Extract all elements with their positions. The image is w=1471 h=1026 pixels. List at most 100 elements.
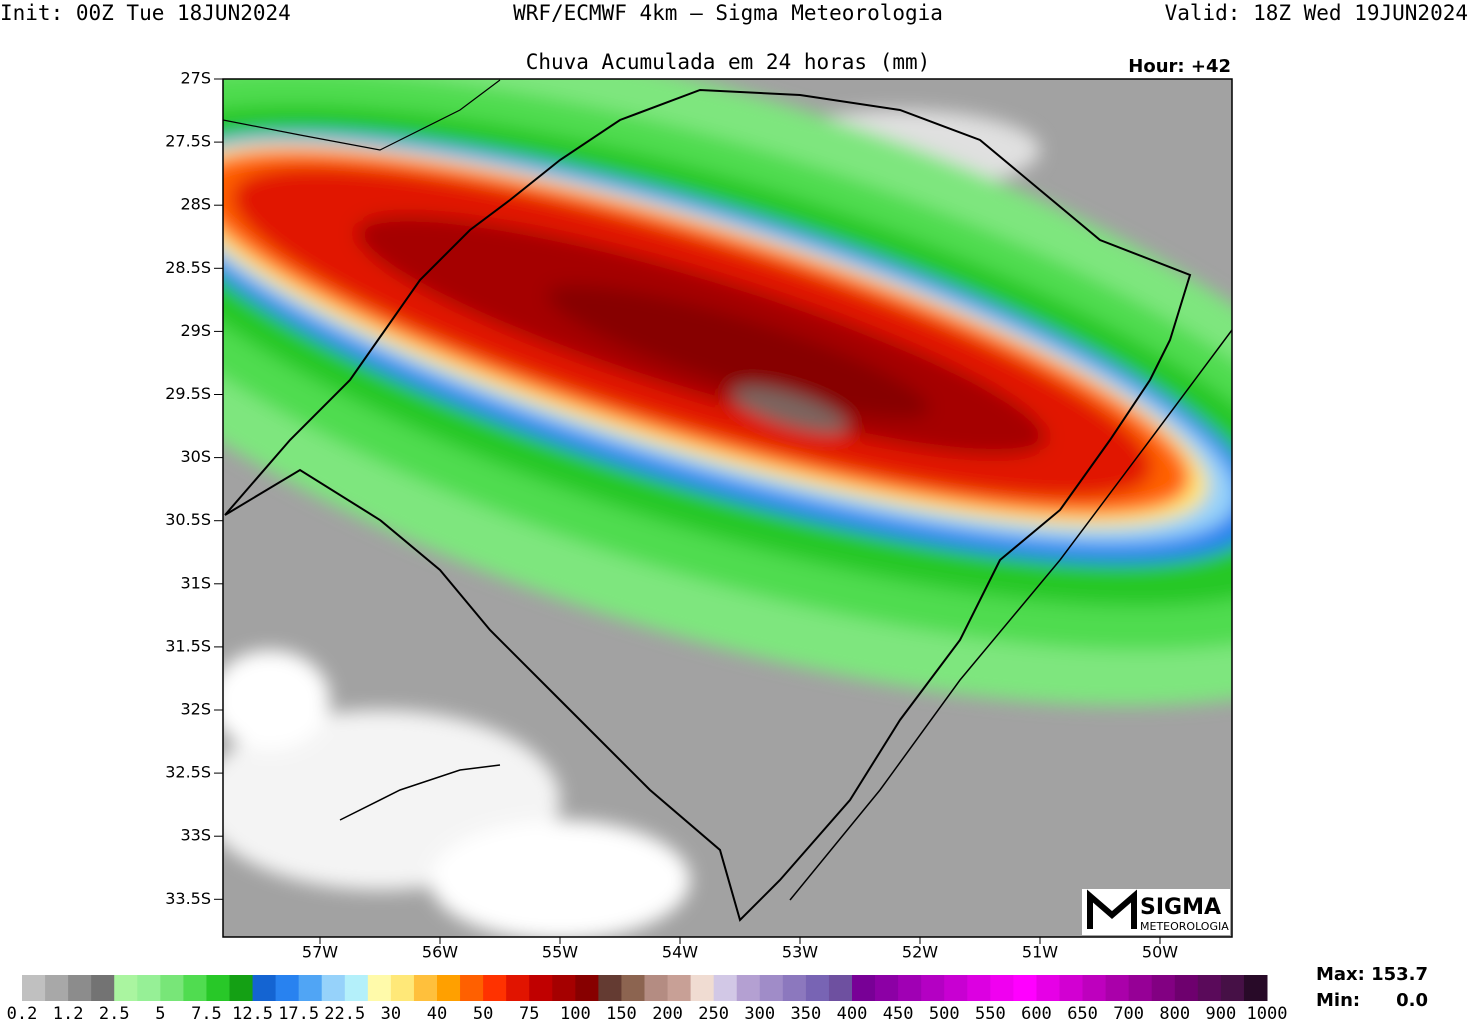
colorbar-label: 200: [652, 1004, 683, 1022]
lon-label: 53W: [782, 943, 818, 962]
colorbar-swatch: [229, 975, 254, 1001]
colorbar-swatch: [713, 975, 738, 1001]
colorbar-swatch: [68, 975, 92, 1001]
colorbar-swatch: [321, 975, 346, 1001]
init-time: Init: 00Z Tue 18JUN2024: [0, 1, 291, 25]
colorbar-swatch: [644, 975, 669, 1001]
colorbar-label: 150: [606, 1004, 637, 1022]
colorbar-swatch: [898, 975, 922, 1001]
colorbar-swatch: [736, 975, 761, 1001]
lat-label: 33.5S: [165, 889, 211, 908]
lon-label: 51W: [1022, 943, 1058, 962]
colorbar-swatch: [1105, 975, 1130, 1001]
colorbar-label: 5: [155, 1004, 165, 1022]
lat-label: 32S: [180, 700, 211, 719]
colorbar-swatch: [114, 975, 138, 1001]
colorbar-swatch: [1220, 975, 1245, 1001]
colorbar-swatch: [759, 975, 784, 1001]
colorbar-swatch: [1059, 975, 1084, 1001]
colorbar-swatch: [782, 975, 807, 1001]
lon-label: 54W: [662, 943, 698, 962]
colorbar-label: 600: [1021, 1004, 1052, 1022]
colorbar-swatch: [206, 975, 230, 1001]
colorbar-swatch: [1036, 975, 1060, 1001]
colorbar-swatch: [967, 975, 991, 1001]
colorbar-label: 40: [427, 1004, 447, 1022]
colorbar-swatch: [1197, 975, 1222, 1001]
logo-name: SIGMA: [1140, 895, 1221, 920]
colorbar-swatch: [1243, 975, 1268, 1001]
colorbar-swatch: [1151, 975, 1176, 1001]
colorbar-swatch: [275, 975, 300, 1001]
colorbar-swatch: [805, 975, 830, 1001]
lat-label: 30.5S: [165, 510, 211, 529]
colorbar-swatch: [460, 975, 484, 1001]
colorbar-label: 0.2: [7, 1004, 38, 1022]
colorbar-swatch: [667, 975, 692, 1001]
lat-label: 28S: [180, 195, 211, 214]
colorbar-swatch: [552, 975, 576, 1001]
colorbar-swatch: [45, 975, 69, 1001]
lon-label: 57W: [302, 943, 338, 962]
colorbar-swatch: [437, 975, 461, 1001]
colorbar-swatch: [598, 975, 622, 1001]
colorbar-label: 800: [1159, 1004, 1190, 1022]
lat-label: 32.5S: [165, 763, 211, 782]
lat-label: 31.5S: [165, 636, 211, 655]
colorbar-swatch: [506, 975, 530, 1001]
colorbar-label: 1000: [1247, 1004, 1288, 1022]
colorbar-label: 500: [929, 1004, 960, 1022]
lat-label: 27.5S: [165, 132, 211, 151]
colorbar-swatch: [875, 975, 899, 1001]
colorbar-label: 75: [519, 1004, 539, 1022]
lat-label: 29.5S: [165, 384, 211, 403]
colorbar-swatch: [1082, 975, 1107, 1001]
colorbar-label: 22.5: [324, 1004, 365, 1022]
colorbar-swatch: [252, 975, 277, 1001]
colorbar-label: 450: [883, 1004, 914, 1022]
axis-labels: 27S 27.5S 28S 28.5S 29S 29.5S 30S 30.5S 31S 31.5S…: [165, 69, 1178, 962]
lat-label: 28.5S: [165, 258, 211, 277]
map-frame: [222, 78, 1233, 938]
colorbar-label: 12.5: [232, 1004, 273, 1022]
max-value: 153.7: [1371, 964, 1428, 985]
colorbar-swatch: [1174, 975, 1199, 1001]
colorbar-label: 650: [1067, 1004, 1098, 1022]
lat-label: 29S: [180, 321, 211, 340]
colorbar-label: 400: [837, 1004, 868, 1022]
map-title: Chuva Acumulada em 24 horas (mm): [526, 50, 931, 74]
lat-label: 31S: [180, 573, 211, 592]
colorbar-label: 700: [1113, 1004, 1144, 1022]
colorbar-label: 100: [560, 1004, 591, 1022]
lon-label: 50W: [1142, 943, 1178, 962]
colorbar-swatch: [413, 975, 438, 1001]
max-label: Max:: [1316, 964, 1365, 985]
min-label: Min:: [1316, 990, 1360, 1011]
colorbar: 0.2 1.2 2.5 5 7.5 12.5 17.5 22.5 30 40 50 75 100 150 2…: [7, 975, 1288, 1024]
colorbar-swatch: [183, 975, 207, 1001]
colorbar-swatch: [91, 975, 115, 1001]
colorbar-swatch: [367, 975, 392, 1001]
colorbar-swatch: [690, 975, 715, 1001]
min-value: 0.0: [1396, 990, 1428, 1011]
colorbar-label: 50: [473, 1004, 493, 1022]
colorbar-label: 900: [1206, 1004, 1237, 1022]
lat-label: 27S: [180, 69, 211, 88]
colorbar-swatch: [390, 975, 415, 1001]
colorbar-swatch: [529, 975, 553, 1001]
colorbar-swatch: [990, 975, 1014, 1001]
colorbar-label: 17.5: [278, 1004, 319, 1022]
colorbar-label: 2.5: [99, 1004, 130, 1022]
colorbar-swatch: [137, 975, 161, 1001]
colorbar-swatch: [1013, 975, 1037, 1001]
colorbar-label: 550: [975, 1004, 1006, 1022]
lon-label: 56W: [422, 943, 458, 962]
colorbar-swatch: [828, 975, 853, 1001]
model-name: WRF/ECMWF 4km — Sigma Meteorologia: [513, 1, 943, 25]
colorbar-swatch: [621, 975, 645, 1001]
colorbar-swatch: [298, 975, 323, 1001]
colorbar-label: 300: [744, 1004, 775, 1022]
lon-label: 55W: [542, 943, 578, 962]
